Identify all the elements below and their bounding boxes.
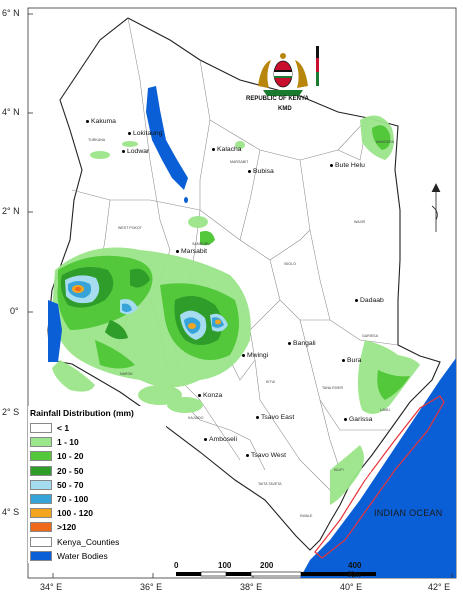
- legend-item: 20 - 50: [28, 464, 166, 478]
- legend-item: < 1: [28, 421, 166, 435]
- county-label: NAROK: [120, 372, 133, 376]
- scale-label: 100: [218, 561, 232, 570]
- latitude-label: 0°: [10, 306, 19, 316]
- legend-swatch: [30, 451, 52, 462]
- latitude-label: 2° N: [2, 206, 20, 216]
- legend-swatch: [30, 508, 52, 519]
- longitude-label: 36° E: [140, 582, 163, 592]
- legend-item: 100 - 120: [28, 506, 166, 520]
- county-label: TURKANA: [88, 138, 106, 142]
- legend-item: 70 - 100: [28, 492, 166, 506]
- longitude-label: 38° E: [240, 582, 263, 592]
- county-label: WAJIR: [354, 220, 366, 224]
- latitude-label: 6° N: [2, 8, 20, 18]
- longitude-label: 42° E: [428, 582, 451, 592]
- place-label: Tsavo West: [246, 452, 286, 459]
- kenya-flag-bars: [316, 46, 319, 86]
- scale-label: 200: [260, 561, 274, 570]
- legend-swatch: [30, 550, 52, 561]
- county-label: WEST POKOT: [118, 226, 142, 230]
- legend-swatch: [30, 522, 52, 533]
- legend-item: Water Bodies: [28, 549, 166, 563]
- county-label: KITUI: [266, 380, 276, 384]
- county-label: TANA RIVER: [322, 386, 344, 390]
- legend-swatch: [30, 479, 52, 490]
- place-label: Konza: [198, 392, 222, 399]
- place-label: Kalacha: [212, 146, 242, 153]
- legend-item: >120: [28, 520, 166, 534]
- county-label: LAMU: [380, 408, 390, 412]
- legend-swatch: [30, 536, 52, 547]
- county-label: SAMBURU: [192, 242, 210, 246]
- scale-labels: 0 100 200 400 Km: [174, 561, 376, 581]
- county-label: MARSABIT: [230, 160, 249, 164]
- coat-of-arms-emblem: [258, 53, 308, 96]
- rainfall-legend: Rainfall Distribution (mm) < 1 1 - 10 10…: [28, 406, 166, 563]
- county-label: KILIFI: [334, 468, 344, 472]
- county-label: MANDERA: [376, 140, 394, 144]
- scale-label: 400 Km: [348, 561, 362, 579]
- legend-swatch: [30, 437, 52, 448]
- place-label: Bangali: [288, 340, 316, 347]
- place-label: Marsabit: [176, 248, 207, 255]
- latitude-label: 4° N: [2, 107, 20, 117]
- scale-label: 0: [174, 561, 179, 570]
- place-label: Lodwar: [122, 148, 149, 155]
- legend-swatch: [30, 423, 52, 434]
- place-label: Mwingi: [242, 352, 268, 359]
- legend-item: 10 - 20: [28, 449, 166, 463]
- legend-swatch: [30, 465, 52, 476]
- north-arrow: [431, 183, 441, 232]
- ocean-label: INDIAN OCEAN: [374, 508, 443, 518]
- legend-item: 1 - 10: [28, 435, 166, 449]
- legend-item: Kenya_Counties: [28, 535, 166, 549]
- place-label: Dadaab: [355, 297, 384, 304]
- place-label: Amboseli: [204, 436, 237, 443]
- county-label: KAJIADO: [188, 416, 204, 420]
- emblem-subtitle: KMD: [278, 106, 292, 112]
- place-label: Lokitaung: [128, 130, 162, 137]
- county-label: KWALE: [300, 514, 313, 518]
- place-label: Bura: [342, 357, 361, 364]
- rainfall-gt-120: [75, 286, 81, 292]
- place-label: Garissa: [344, 416, 372, 423]
- territorial-boundary: [314, 395, 445, 559]
- place-label: Tsavo East: [256, 414, 294, 421]
- county-label: ISIOLO: [284, 262, 296, 266]
- indian-ocean: [300, 358, 456, 578]
- latitude-label: 4° S: [2, 507, 20, 517]
- place-label: Bubisa: [248, 168, 274, 175]
- scale-bar: [176, 571, 376, 577]
- longitude-label: 40° E: [340, 582, 363, 592]
- county-label: TAITA TAVETA: [258, 482, 282, 486]
- longitude-label: 34° E: [40, 582, 63, 592]
- place-label: Kakuma: [86, 118, 116, 125]
- latitude-label: 2° S: [2, 407, 20, 417]
- legend-title: Rainfall Distribution (mm): [30, 408, 134, 418]
- emblem-title: REPUBLIC OF KENYA: [246, 96, 309, 102]
- legend-swatch: [30, 494, 52, 505]
- legend-item: 50 - 70: [28, 478, 166, 492]
- place-label: Bute Helu: [330, 162, 365, 169]
- county-label: GARISSA: [362, 334, 378, 338]
- water-bodies: [48, 86, 188, 413]
